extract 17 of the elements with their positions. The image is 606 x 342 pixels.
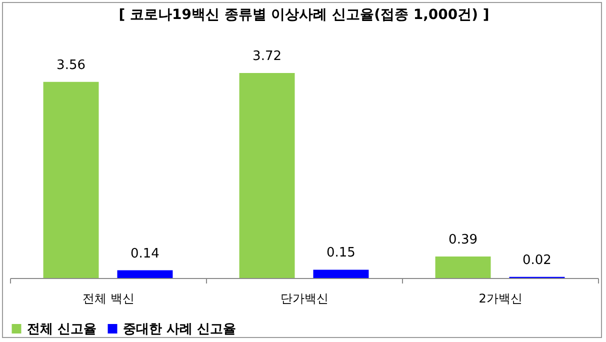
legend-label: 전체 신고율 (27, 322, 97, 337)
bar (43, 82, 99, 278)
bar (117, 270, 173, 278)
data-label: 0.15 (326, 246, 356, 261)
x-tick-label: 단가백신 (280, 292, 328, 306)
data-label: 3.72 (252, 49, 282, 64)
legend-label: 중대한 사례 신고율 (123, 322, 236, 337)
bar (435, 256, 491, 278)
chart-title: [ 코로나19백신 종류별 이상사례 신고율(접종 1,000건) ] (118, 7, 490, 23)
data-label: 0.14 (130, 246, 160, 262)
x-tick-label: 2가백신 (478, 292, 522, 306)
bar (313, 270, 369, 278)
x-tick-label: 전체 백신 (82, 292, 134, 306)
data-label: 0.39 (448, 232, 478, 248)
bar (239, 73, 295, 278)
data-label: 0.02 (522, 252, 552, 268)
data-label: 3.56 (56, 58, 86, 73)
